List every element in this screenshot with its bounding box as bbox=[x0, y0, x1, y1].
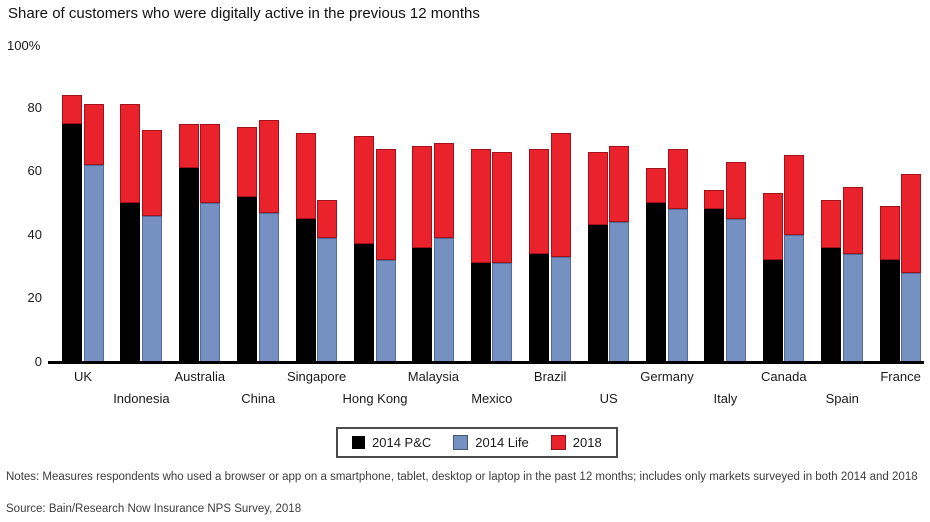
legend-label: 2018 bbox=[572, 435, 602, 450]
x-label-Hong Kong: Hong Kong bbox=[342, 391, 408, 406]
bar-2014-life-Canada bbox=[784, 234, 805, 362]
legend-label: 2014 P&C bbox=[372, 435, 432, 450]
x-label-Italy: Italy bbox=[713, 391, 738, 406]
legend-item-2014-pc: 2014 P&C bbox=[352, 435, 431, 450]
chart-title: Share of customers who were digitally ac… bbox=[8, 5, 480, 22]
bar-2018-cap-life-China bbox=[258, 120, 279, 213]
bar-2014-life-Singapore bbox=[317, 237, 338, 362]
legend-label: 2014 Life bbox=[475, 435, 529, 450]
bar-2014-life-Brazil bbox=[550, 257, 571, 362]
x-label-China: China bbox=[241, 391, 276, 406]
bar-2018-cap-pc-Australia bbox=[178, 123, 199, 169]
bar-2018-cap-pc-US bbox=[587, 152, 608, 226]
x-label-US: US bbox=[599, 391, 618, 406]
x-label-Australia: Australia bbox=[174, 369, 226, 384]
bar-2014-life-Mexico bbox=[492, 263, 513, 362]
bar-2014-life-Hong Kong bbox=[375, 260, 396, 362]
bar-2018-cap-pc-Hong Kong bbox=[354, 136, 374, 245]
legend-swatch-black-icon bbox=[352, 436, 365, 449]
bar-2014-life-Italy bbox=[725, 218, 746, 362]
bar-2014-pc-Singapore bbox=[295, 218, 316, 362]
x-label-Indonesia: Indonesia bbox=[113, 391, 170, 406]
y-axis-top-label: 100% bbox=[7, 38, 41, 53]
bar-2018-cap-life-Hong Kong bbox=[375, 148, 396, 261]
y-tick-0: 0 bbox=[34, 354, 42, 369]
y-tick-80: 80 bbox=[27, 99, 42, 115]
x-label-Canada: Canada bbox=[761, 369, 807, 384]
bar-2014-pc-Italy bbox=[704, 209, 725, 362]
x-label-Mexico: Mexico bbox=[471, 391, 513, 406]
bar-2018-cap-life-Mexico bbox=[492, 152, 513, 264]
bar-2014-pc-Spain bbox=[821, 247, 842, 362]
bar-2018-cap-life-Brazil bbox=[550, 133, 571, 258]
bar-2018-cap-pc-China bbox=[237, 126, 258, 197]
legend-swatch-blue-icon bbox=[453, 435, 469, 450]
x-label-Spain: Spain bbox=[825, 391, 859, 406]
bar-2014-pc-Canada bbox=[762, 260, 783, 362]
bar-2018-cap-pc-Brazil bbox=[529, 148, 550, 254]
bar-2014-pc-US bbox=[587, 225, 608, 362]
x-label-France: France bbox=[880, 369, 921, 384]
bar-2014-life-France bbox=[901, 272, 922, 362]
legend-item-2018: 2018 bbox=[550, 435, 602, 450]
x-label-UK: UK bbox=[73, 369, 93, 384]
bar-2014-life-US bbox=[609, 222, 630, 362]
y-tick-40: 40 bbox=[27, 226, 42, 242]
bar-2014-pc-Hong Kong bbox=[354, 244, 374, 362]
bar-2018-cap-life-Spain bbox=[842, 187, 863, 254]
bar-2018-cap-pc-Canada bbox=[762, 193, 783, 261]
bar-2018-cap-pc-France bbox=[879, 206, 900, 261]
bar-2014-life-Germany bbox=[667, 209, 688, 362]
bar-2018-cap-life-Singapore bbox=[317, 199, 338, 238]
bar-2018-cap-pc-UK bbox=[62, 94, 82, 124]
bar-2014-pc-Germany bbox=[646, 203, 666, 362]
bar-2018-cap-life-Italy bbox=[725, 161, 746, 219]
y-tick-60: 60 bbox=[27, 163, 42, 179]
bar-2014-pc-Mexico bbox=[470, 263, 491, 362]
bar-2018-cap-life-Indonesia bbox=[141, 129, 162, 216]
bar-2018-cap-life-Malaysia bbox=[433, 142, 454, 238]
bar-2014-pc-Malaysia bbox=[412, 247, 433, 362]
x-axis-line bbox=[48, 361, 924, 364]
bar-2014-pc-Australia bbox=[178, 168, 199, 362]
bar-2018-cap-life-UK bbox=[83, 104, 104, 165]
bar-2018-cap-pc-Italy bbox=[704, 190, 725, 210]
bar-2014-pc-France bbox=[879, 260, 900, 362]
bar-2018-cap-life-Germany bbox=[667, 148, 688, 210]
legend: 2014 P&C 2014 Life 2018 bbox=[336, 427, 618, 458]
x-label-Brazil: Brazil bbox=[533, 369, 567, 384]
bar-2014-life-Indonesia bbox=[141, 215, 162, 362]
y-tick-20: 20 bbox=[27, 290, 42, 306]
bar-2014-life-Spain bbox=[842, 253, 863, 362]
bar-2014-life-Australia bbox=[200, 203, 221, 362]
bar-2018-cap-pc-Malaysia bbox=[412, 145, 433, 248]
bar-2018-cap-pc-Spain bbox=[821, 199, 842, 248]
bar-2014-pc-China bbox=[237, 196, 258, 362]
bar-2014-pc-Indonesia bbox=[120, 203, 141, 362]
bar-2018-cap-life-France bbox=[901, 174, 922, 273]
bar-2014-pc-UK bbox=[62, 123, 82, 362]
bar-2014-pc-Brazil bbox=[529, 253, 550, 362]
bar-2014-life-UK bbox=[83, 164, 104, 362]
bar-2018-cap-life-US bbox=[609, 145, 630, 223]
legend-swatch-red-icon bbox=[550, 435, 566, 450]
bar-2014-life-Malaysia bbox=[433, 237, 454, 362]
bar-2014-life-China bbox=[258, 212, 279, 362]
notes-text: Notes: Measures respondents who used a b… bbox=[6, 471, 918, 483]
x-label-Singapore: Singapore bbox=[286, 369, 347, 384]
bar-2018-cap-pc-Indonesia bbox=[120, 104, 141, 203]
source-text: Source: Bain/Research Now Insurance NPS … bbox=[6, 503, 302, 515]
bar-2018-cap-life-Australia bbox=[200, 123, 221, 203]
bar-2018-cap-pc-Germany bbox=[646, 168, 666, 203]
bar-2018-cap-life-Canada bbox=[784, 155, 805, 235]
bar-2018-cap-pc-Singapore bbox=[295, 133, 316, 219]
bar-2018-cap-pc-Mexico bbox=[470, 148, 491, 264]
legend-item-2014-life: 2014 Life bbox=[453, 435, 529, 450]
x-label-Malaysia: Malaysia bbox=[407, 369, 460, 384]
x-label-Germany: Germany bbox=[640, 369, 694, 384]
plot-area bbox=[55, 44, 925, 362]
